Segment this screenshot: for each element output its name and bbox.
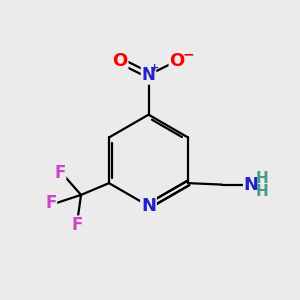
Text: N: N <box>141 197 156 215</box>
Text: O: O <box>169 52 185 70</box>
Text: H: H <box>255 184 268 199</box>
Text: F: F <box>45 194 56 212</box>
Text: O: O <box>112 52 128 70</box>
Text: N: N <box>142 66 155 84</box>
Text: N: N <box>244 176 259 194</box>
Text: F: F <box>54 164 65 181</box>
Text: +: + <box>150 63 159 74</box>
Text: F: F <box>72 216 83 234</box>
Text: H: H <box>255 171 268 186</box>
Text: −: − <box>182 47 194 61</box>
